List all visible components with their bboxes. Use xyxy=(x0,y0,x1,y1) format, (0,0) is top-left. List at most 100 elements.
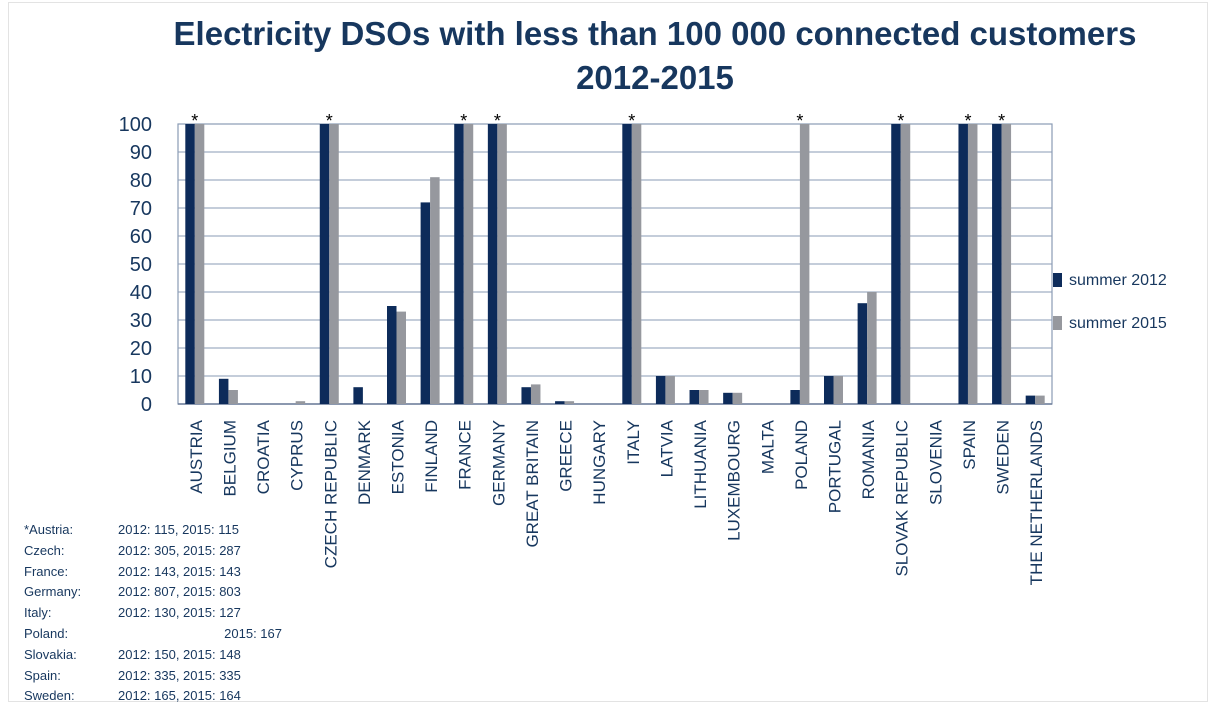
bar-2012 xyxy=(1025,395,1036,404)
bar-2012 xyxy=(454,124,464,404)
footnote-values: 2012: 305, 2015: 287 xyxy=(118,542,241,558)
asterisk-marker: * xyxy=(191,111,198,131)
bar-2012 xyxy=(655,376,666,404)
x-tick-label: FRANCE xyxy=(456,420,475,490)
asterisk-marker: * xyxy=(326,111,333,131)
footnote-country: Italy: xyxy=(24,605,52,621)
bar-2012 xyxy=(689,390,700,404)
footnote-row: France: 2012: 143, 2015: 143 xyxy=(24,562,282,583)
asterisk-marker: * xyxy=(628,111,635,131)
bar-2015 xyxy=(732,392,743,404)
bar-2015 xyxy=(564,401,575,404)
x-tick-label: SWEDEN xyxy=(994,420,1013,495)
bar-2015 xyxy=(194,124,205,404)
footnote-country: Slovakia: xyxy=(24,646,77,662)
x-tick-label: LUXEMBOURG xyxy=(725,420,744,541)
footnote-row: Germany: 2012: 807, 2015: 803 xyxy=(24,582,282,603)
asterisk-marker: * xyxy=(796,111,803,131)
bar-2012 xyxy=(891,124,901,404)
footnote-values: 2012: 115, 2015: 115 xyxy=(118,522,239,537)
bar-2015 xyxy=(497,124,507,404)
footnote-row: *Austria: 2012: 115, 2015: 115 xyxy=(24,520,282,541)
legend-label: summer 2015 xyxy=(1069,315,1167,332)
footnote-country: France: xyxy=(24,563,69,579)
footnote-values: 2012: 335, 2015: 335 xyxy=(118,667,241,683)
bar-2012 xyxy=(555,401,565,404)
footnote-country: Czech: xyxy=(24,542,65,558)
footnotes: *Austria: 2012: 115, 2015: 115 Czech: 2012:… xyxy=(24,520,282,707)
bar-2012 xyxy=(790,390,800,404)
asterisk-marker: * xyxy=(964,111,971,131)
y-tick-label: 60 xyxy=(130,226,152,248)
bar-2015 xyxy=(867,292,877,404)
x-tick-label: POLAND xyxy=(792,420,811,490)
y-tick-label: 80 xyxy=(130,170,152,192)
x-tick-label: LATVIA xyxy=(657,419,676,477)
bar-2012 xyxy=(958,124,968,404)
asterisk-marker: * xyxy=(460,111,467,131)
footnote-row: Slovakia: 2012: 150, 2015: 148 xyxy=(24,645,282,666)
footnote-values: 2012: 130, 2015: 127 xyxy=(118,605,241,621)
legend-swatch xyxy=(1053,273,1062,287)
x-tick-label: GERMANY xyxy=(489,420,508,506)
bar-2015 xyxy=(799,124,810,404)
footnote-row: Sweden: 2012: 165, 2015: 164 xyxy=(24,686,282,707)
bar-2012 xyxy=(622,124,632,404)
bar-2015 xyxy=(833,376,843,404)
x-tick-label: SLOVENIA xyxy=(926,419,945,505)
y-tick-label: 90 xyxy=(130,142,152,164)
x-tick-label: AUSTRIA xyxy=(187,419,206,493)
chart-frame xyxy=(8,2,1208,702)
bar-2012 xyxy=(353,387,363,404)
bar-2015 xyxy=(699,390,709,404)
bar-2015 xyxy=(967,124,978,404)
bar-2015 xyxy=(329,124,339,404)
y-tick-label: 10 xyxy=(130,366,152,388)
footnote-values: 2012: 150, 2015: 148 xyxy=(118,646,241,662)
bar-2012 xyxy=(824,376,834,404)
y-tick-label: 100 xyxy=(119,114,152,136)
y-tick-label: 70 xyxy=(130,198,152,220)
footnote-row: Spain: 2012: 335, 2015: 335 xyxy=(24,666,282,687)
bar-2012 xyxy=(487,124,498,404)
footnote-country: Poland: xyxy=(24,625,69,641)
bar-2012 xyxy=(319,124,330,404)
bar-2015 xyxy=(530,384,541,404)
bar-2015 xyxy=(1001,124,1012,404)
y-tick-label: 0 xyxy=(141,394,152,416)
bar-2012 xyxy=(521,387,531,404)
bar-2012 xyxy=(420,202,431,404)
legend-label: summer 2012 xyxy=(1069,272,1167,289)
y-tick-label: 40 xyxy=(130,282,152,304)
bar-2012 xyxy=(185,124,195,404)
x-tick-label: ITALY xyxy=(624,420,643,465)
x-tick-label: FINLAND xyxy=(422,420,441,493)
x-tick-label: ESTONIA xyxy=(389,419,408,494)
x-tick-label: CYPRUS xyxy=(288,420,307,491)
x-tick-label: LITHUANIA xyxy=(691,419,710,508)
bar-2012 xyxy=(723,392,733,404)
bar-2012 xyxy=(992,124,1002,404)
asterisk-marker: * xyxy=(998,111,1005,131)
footnote-values: 2015: 167 xyxy=(224,625,282,641)
footnote-country: *Austria: xyxy=(24,522,74,537)
footnote-country: Germany: xyxy=(24,584,82,600)
x-tick-label: SPAIN xyxy=(960,420,979,470)
asterisk-marker: * xyxy=(897,111,904,131)
bar-2015 xyxy=(396,311,406,404)
x-tick-label: GREAT BRITAIN xyxy=(523,420,542,548)
footnote-row: Czech: 2012: 305, 2015: 287 xyxy=(24,541,282,562)
asterisk-marker: * xyxy=(494,111,501,131)
footnote-row: Poland: 2015: 167 xyxy=(24,624,282,645)
bar-2012 xyxy=(857,303,868,404)
footnote-country: Spain: xyxy=(24,667,61,683)
footnote-values: 2012: 165, 2015: 164 xyxy=(118,688,241,704)
chart-title: Electricity DSOs with less than 100 000 … xyxy=(173,15,1137,96)
bar-2015 xyxy=(900,124,911,404)
bar-2015 xyxy=(463,124,474,404)
bar-2012 xyxy=(218,378,229,404)
x-tick-label: SLOVAK REPUBLIC xyxy=(893,420,912,577)
footnote-country: Sweden: xyxy=(24,688,75,704)
y-tick-label: 50 xyxy=(130,254,152,276)
